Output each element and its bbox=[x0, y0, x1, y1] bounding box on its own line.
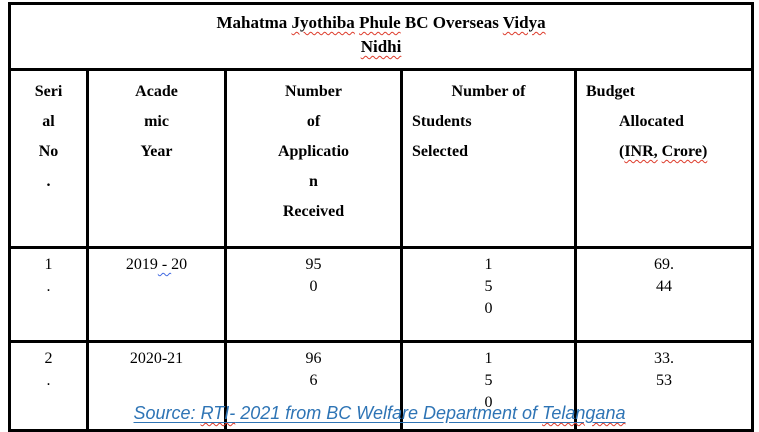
cell-text-line: 6 bbox=[309, 372, 318, 389]
header-line: Number of bbox=[451, 83, 526, 100]
header-line: Budget bbox=[586, 83, 635, 100]
header-line: Seri bbox=[34, 83, 63, 100]
header-academic-year: Acade mic Year bbox=[86, 68, 227, 249]
header-line: Number bbox=[285, 83, 342, 100]
source-misspelled-word: Telangana bbox=[542, 403, 626, 423]
header-misspelled-word: INR, bbox=[624, 143, 658, 160]
cell-text-line: 2020-21 bbox=[129, 350, 184, 367]
source-citation-row: Source: RTI- 2021 from BC Welfare Depart… bbox=[0, 401, 759, 427]
cell-r2-selected: 1 5 0 bbox=[400, 340, 577, 432]
cell-text-line: 0 bbox=[484, 300, 493, 317]
cell-text-line: 1 bbox=[484, 350, 493, 367]
year-text: 20 bbox=[171, 256, 188, 273]
scholarship-data-table: Mahatma Jyothiba Phule BC Overseas Vidya… bbox=[7, 2, 755, 432]
cell-text-line: 53 bbox=[656, 372, 673, 389]
header-line: Allocated bbox=[619, 113, 684, 130]
header-text: ( bbox=[619, 143, 625, 160]
header-line: (INR, Crore) bbox=[577, 137, 751, 167]
header-line: Applicatio bbox=[277, 143, 350, 160]
cell-r1-applications: 95 0 bbox=[224, 246, 403, 343]
table-title-line-2: Nidhi bbox=[11, 35, 751, 59]
cell-text-line: 96 bbox=[305, 350, 322, 367]
header-line: Received bbox=[282, 203, 345, 220]
cell-text-line: 2019 - 20 bbox=[89, 254, 224, 276]
cell-r1-selected: 1 5 0 bbox=[400, 246, 577, 343]
cell-r1-budget: 69. 44 bbox=[573, 246, 755, 343]
title-text: Mahatma bbox=[216, 13, 292, 32]
cell-text-line: 95 bbox=[305, 256, 322, 273]
cell-text-line: 5 bbox=[484, 372, 493, 389]
cell-r1-serial: 1 . bbox=[8, 246, 89, 343]
year-text: 2019 bbox=[125, 256, 158, 273]
cell-r2-applications: 96 6 bbox=[224, 340, 403, 432]
source-text: Source: bbox=[133, 403, 201, 423]
grammar-flagged-text: - bbox=[157, 256, 172, 273]
cell-text-line: . bbox=[46, 278, 51, 295]
cell-text-line: 0 bbox=[484, 394, 493, 411]
cell-text-line: 69. bbox=[654, 256, 675, 273]
source-text: 2021 from BC Welfare Department of bbox=[235, 403, 543, 423]
title-misspelled-word: Jyothiba bbox=[291, 13, 355, 32]
cell-text-line: 2 bbox=[44, 350, 53, 367]
title-misspelled-word: Phule bbox=[359, 13, 401, 32]
cell-text-line: 0 bbox=[309, 278, 318, 295]
table-row: 2 . 2020-21 96 6 1 5 0 33. 53 bbox=[8, 340, 755, 432]
cell-text-line: 44 bbox=[656, 278, 673, 295]
header-line: al bbox=[42, 113, 55, 130]
cell-text-line: 33. bbox=[654, 350, 675, 367]
cell-text-line: 1 bbox=[44, 256, 53, 273]
header-line: mic bbox=[144, 113, 169, 130]
table-title-line-1: Mahatma Jyothiba Phule BC Overseas Vidya bbox=[11, 11, 751, 35]
header-line: Selected bbox=[412, 143, 468, 160]
title-text: BC Overseas bbox=[400, 13, 503, 32]
header-line: n bbox=[309, 173, 318, 190]
header-line: Acade bbox=[135, 83, 178, 100]
header-students-selected: Number of Students Selected bbox=[400, 68, 577, 249]
cell-text-line: 1 bbox=[484, 256, 493, 273]
table-row: 1 . 2019 - 20 95 0 1 5 0 69. 44 bbox=[8, 246, 755, 343]
header-misspelled-word: Crore) bbox=[661, 143, 708, 160]
cell-r2-budget: 33. 53 bbox=[573, 340, 755, 432]
header-line: of bbox=[306, 113, 321, 130]
source-citation-link[interactable]: Source: RTI- 2021 from BC Welfare Depart… bbox=[134, 403, 626, 423]
cell-text-line: 5 bbox=[484, 278, 493, 295]
cell-text-line: . bbox=[46, 372, 51, 389]
header-applications-received: Number of Applicatio n Received bbox=[224, 68, 403, 249]
title-misspelled-word: Vidya bbox=[502, 13, 546, 32]
header-line: No bbox=[38, 143, 59, 160]
header-budget-allocated: Budget Allocated (INR, Crore) bbox=[573, 68, 755, 249]
header-serial-no: Seri al No . bbox=[8, 68, 89, 249]
table-title-cell: Mahatma Jyothiba Phule BC Overseas Vidya… bbox=[7, 2, 755, 71]
cell-r1-academic-year: 2019 - 20 bbox=[86, 246, 227, 343]
header-line: . bbox=[46, 173, 51, 190]
header-line: Students bbox=[412, 113, 472, 130]
header-line: Year bbox=[140, 143, 173, 160]
source-misspelled-word: RTI- bbox=[200, 403, 236, 423]
title-misspelled-word: Nidhi bbox=[360, 37, 402, 56]
